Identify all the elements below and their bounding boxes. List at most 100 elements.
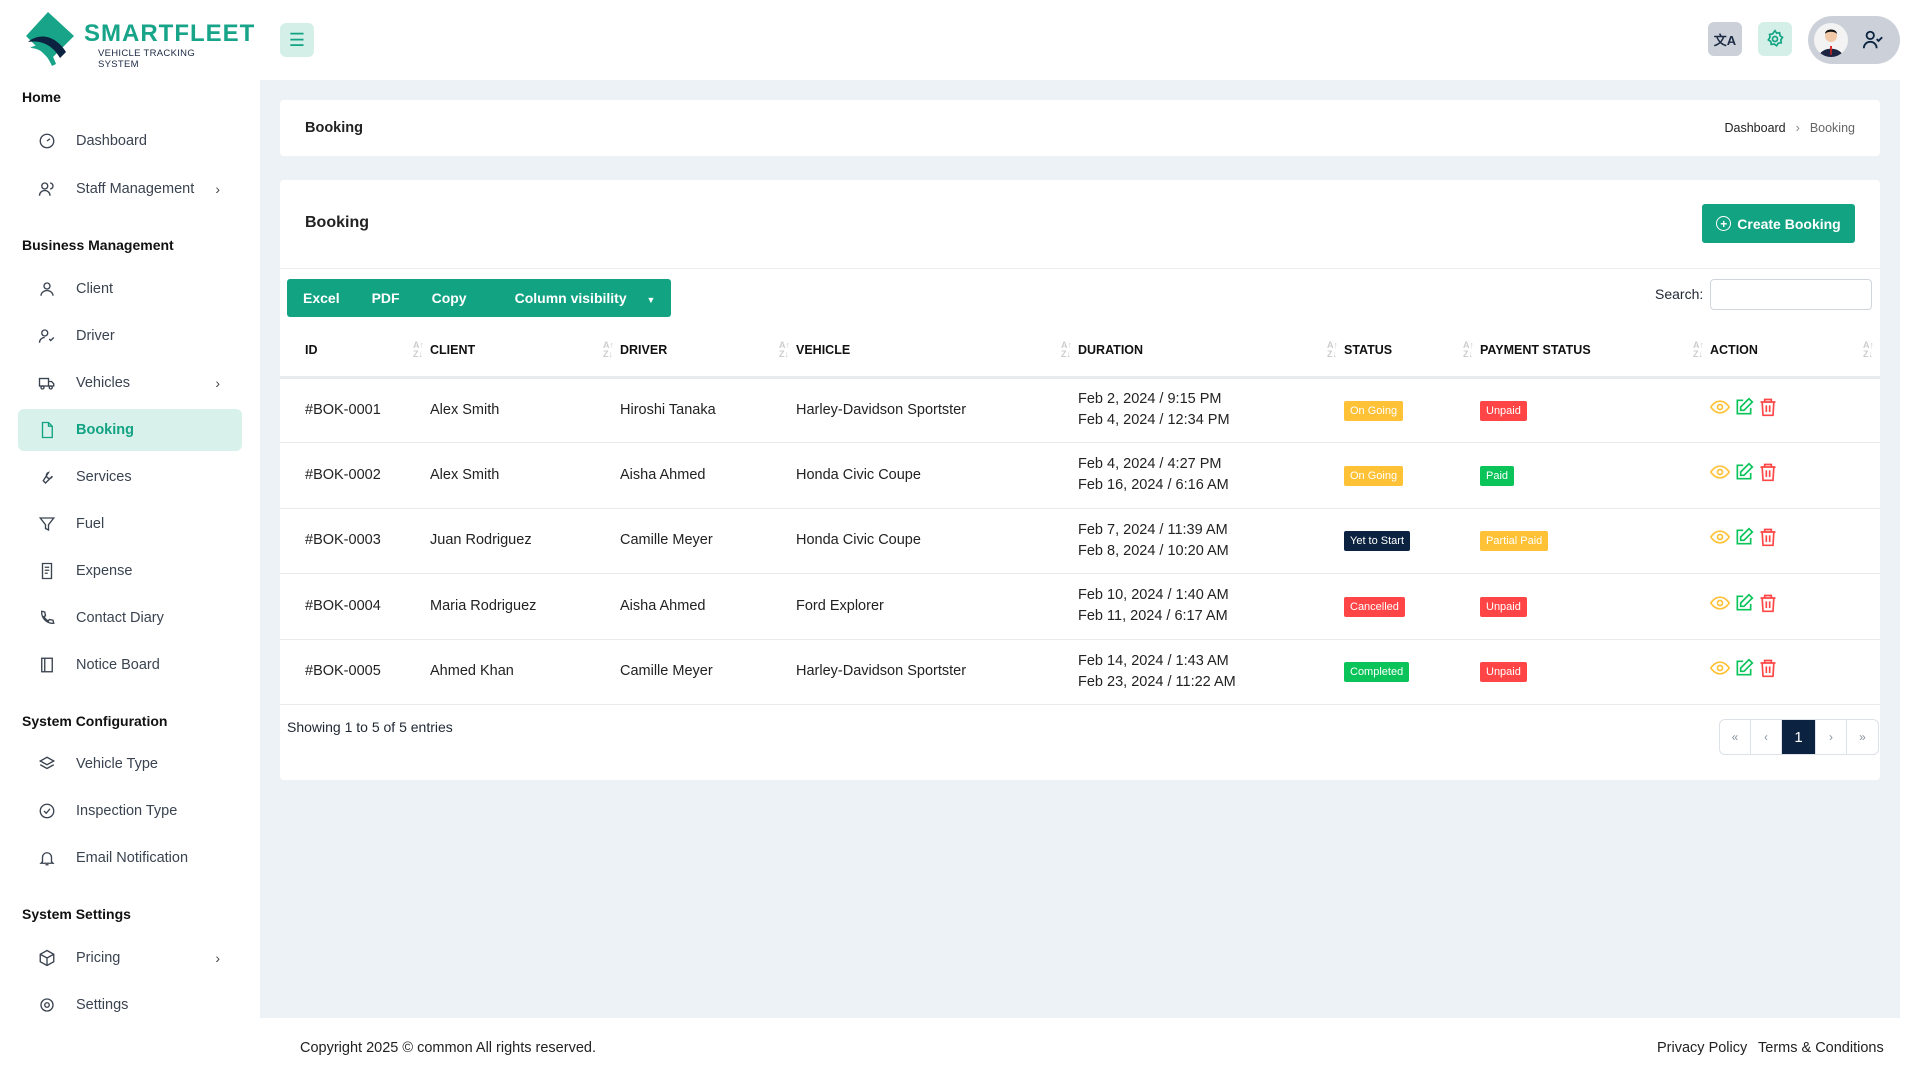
sidebar-item-driver[interactable]: Driver bbox=[18, 315, 242, 357]
column-visibility-button[interactable]: Column visibility ▼ bbox=[483, 290, 672, 306]
truck-icon bbox=[38, 374, 56, 392]
terms-link[interactable]: Terms & Conditions bbox=[1758, 1040, 1884, 1056]
breadcrumb-dashboard[interactable]: Dashboard bbox=[1724, 121, 1786, 135]
delete-icon[interactable] bbox=[1758, 593, 1778, 620]
sort-icon[interactable]: A↑ Z↓ bbox=[1327, 340, 1338, 359]
sidebar-item-pricing[interactable]: Pricing › bbox=[18, 937, 242, 979]
logo-mark-icon bbox=[26, 12, 74, 66]
status-cell: On Going bbox=[1344, 377, 1480, 443]
sort-icon[interactable]: A↑ Z↓ bbox=[1693, 340, 1704, 359]
status-badge: Completed bbox=[1344, 662, 1410, 683]
payment-status-badge: Unpaid bbox=[1480, 400, 1527, 421]
sidebar-item-notice-board[interactable]: Notice Board bbox=[18, 644, 242, 686]
page-1-button[interactable]: 1 bbox=[1782, 720, 1816, 754]
sidebar-item-label: Booking bbox=[76, 422, 134, 438]
sidebar-item-inspection-type[interactable]: Inspection Type bbox=[18, 790, 242, 832]
prev-page-button[interactable]: ‹ bbox=[1751, 720, 1782, 754]
last-page-button[interactable]: » bbox=[1859, 730, 1866, 744]
sidebar-item-settings[interactable]: Settings bbox=[18, 984, 242, 1026]
divider bbox=[280, 268, 1880, 269]
sidebar-item-label: Client bbox=[76, 281, 114, 297]
sidebar-item-label: Contact Diary bbox=[76, 610, 164, 626]
view-icon[interactable] bbox=[1709, 527, 1731, 554]
table-info: Showing 1 to 5 of 5 entries bbox=[287, 719, 453, 735]
settings-button[interactable] bbox=[1758, 22, 1792, 56]
column-header-label: PAYMENT STATUS bbox=[1480, 343, 1591, 358]
excel-button[interactable]: Excel bbox=[303, 290, 340, 306]
delete-icon[interactable] bbox=[1758, 658, 1778, 685]
end-time: Feb 4, 2024 / 12:34 PM bbox=[1078, 412, 1230, 429]
delete-icon[interactable] bbox=[1758, 527, 1778, 554]
pdf-button[interactable]: PDF bbox=[371, 290, 400, 306]
sidebar: SMARTFLEET VEHICLE TRACKING SYSTEM Home D… bbox=[0, 0, 260, 1080]
sidebar-item-email-notification[interactable]: Email Notification bbox=[18, 837, 242, 879]
sidebar-item-label: Vehicles bbox=[76, 375, 131, 391]
vehicle-name: Ford Explorer bbox=[796, 573, 1078, 640]
edit-icon[interactable] bbox=[1734, 593, 1754, 620]
file-icon bbox=[38, 421, 56, 439]
payment-cell: Unpaid bbox=[1480, 377, 1710, 443]
sidebar-item-contact-diary[interactable]: Contact Diary bbox=[18, 597, 242, 639]
sort-icon[interactable]: A↑ Z↓ bbox=[603, 340, 614, 359]
sidebar-item-dashboard[interactable]: Dashboard bbox=[18, 120, 242, 162]
column-header-duration[interactable]: DURATION A↑ Z↓ bbox=[1078, 325, 1344, 379]
view-icon[interactable] bbox=[1709, 658, 1731, 685]
action-cell bbox=[1709, 377, 1880, 443]
privacy-policy-link[interactable]: Privacy Policy bbox=[1657, 1040, 1748, 1056]
sidebar-item-services[interactable]: Services bbox=[18, 456, 242, 498]
column-header-status[interactable]: STATUS A↑ Z↓ bbox=[1344, 325, 1480, 379]
sidebar-item-client[interactable]: Client bbox=[18, 268, 242, 310]
column-header-label: VEHICLE bbox=[796, 343, 851, 358]
profile-menu[interactable] bbox=[1808, 16, 1900, 64]
search-input[interactable] bbox=[1710, 279, 1872, 310]
copy-button[interactable]: Copy bbox=[431, 290, 467, 306]
column-header-vehicle[interactable]: VEHICLE A↑ Z↓ bbox=[796, 325, 1078, 379]
start-time: Feb 14, 2024 / 1:43 AM bbox=[1078, 652, 1229, 669]
sidebar-item-label: Email Notification bbox=[76, 850, 189, 866]
sort-icon[interactable]: A↑ Z↓ bbox=[413, 340, 424, 359]
delete-icon[interactable] bbox=[1758, 397, 1778, 424]
sidebar-item-staff-management[interactable]: Staff Management › bbox=[18, 168, 242, 210]
column-header-payment-status[interactable]: PAYMENT STATUS A↑ Z↓ bbox=[1480, 325, 1710, 379]
sort-icon[interactable]: A↑ Z↓ bbox=[1463, 340, 1474, 359]
sidebar-item-label: Driver bbox=[76, 328, 115, 344]
view-icon[interactable] bbox=[1709, 593, 1731, 620]
booking-id: #BOK-0005 bbox=[280, 639, 430, 705]
column-header-driver[interactable]: DRIVER A↑ Z↓ bbox=[620, 325, 796, 379]
table-row: #BOK-0004 Maria Rodriguez Aisha Ahmed Fo… bbox=[280, 573, 1880, 640]
create-booking-button[interactable]: + Create Booking bbox=[1702, 204, 1855, 243]
column-header-client[interactable]: CLIENT A↑ Z↓ bbox=[430, 325, 620, 379]
chevron-right-icon: › bbox=[215, 375, 220, 391]
chevron-right-icon: › bbox=[1795, 121, 1800, 135]
view-icon[interactable] bbox=[1709, 397, 1731, 424]
next-page-button[interactable]: › bbox=[1816, 720, 1847, 754]
column-header-action[interactable]: ACTION A↑ Z↓ bbox=[1710, 325, 1880, 379]
edit-icon[interactable] bbox=[1734, 658, 1754, 685]
chevron-right-icon: › bbox=[215, 950, 220, 966]
payment-status-badge: Partial Paid bbox=[1480, 531, 1549, 552]
plus-circle-icon: + bbox=[1716, 216, 1732, 231]
end-time: Feb 23, 2024 / 11:22 AM bbox=[1078, 673, 1236, 690]
sort-icon[interactable]: A↑ Z↓ bbox=[779, 340, 790, 359]
search-label: Search: bbox=[1655, 286, 1704, 302]
sort-icon[interactable]: A↑ Z↓ bbox=[1061, 340, 1072, 359]
sort-icon[interactable]: A↑ Z↓ bbox=[1863, 340, 1874, 359]
language-button[interactable]: 文A bbox=[1708, 22, 1742, 56]
duration: Feb 7, 2024 / 11:39 AM Feb 8, 2024 / 10:2… bbox=[1078, 508, 1344, 574]
view-icon[interactable] bbox=[1709, 462, 1731, 489]
delete-icon[interactable] bbox=[1758, 462, 1778, 489]
edit-icon[interactable] bbox=[1734, 462, 1754, 489]
end-time: Feb 11, 2024 / 6:17 AM bbox=[1078, 608, 1228, 625]
copyright: Copyright 2025 © common All rights reser… bbox=[300, 1040, 596, 1056]
edit-icon[interactable] bbox=[1734, 527, 1754, 554]
sidebar-item-vehicle-type[interactable]: Vehicle Type bbox=[18, 743, 242, 785]
first-page-button[interactable]: « bbox=[1720, 720, 1751, 754]
sidebar-item-fuel[interactable]: Fuel bbox=[18, 503, 242, 545]
sidebar-item-booking[interactable]: Booking bbox=[18, 409, 242, 451]
menu-toggle-button[interactable]: ☰ bbox=[280, 23, 314, 57]
logo[interactable]: SMARTFLEET VEHICLE TRACKING SYSTEM bbox=[26, 12, 254, 70]
column-header-id[interactable]: ID A↑ Z↓ bbox=[280, 325, 430, 379]
edit-icon[interactable] bbox=[1734, 397, 1754, 424]
sidebar-item-expense[interactable]: Expense bbox=[18, 550, 242, 592]
sidebar-item-vehicles[interactable]: Vehicles › bbox=[18, 362, 242, 404]
